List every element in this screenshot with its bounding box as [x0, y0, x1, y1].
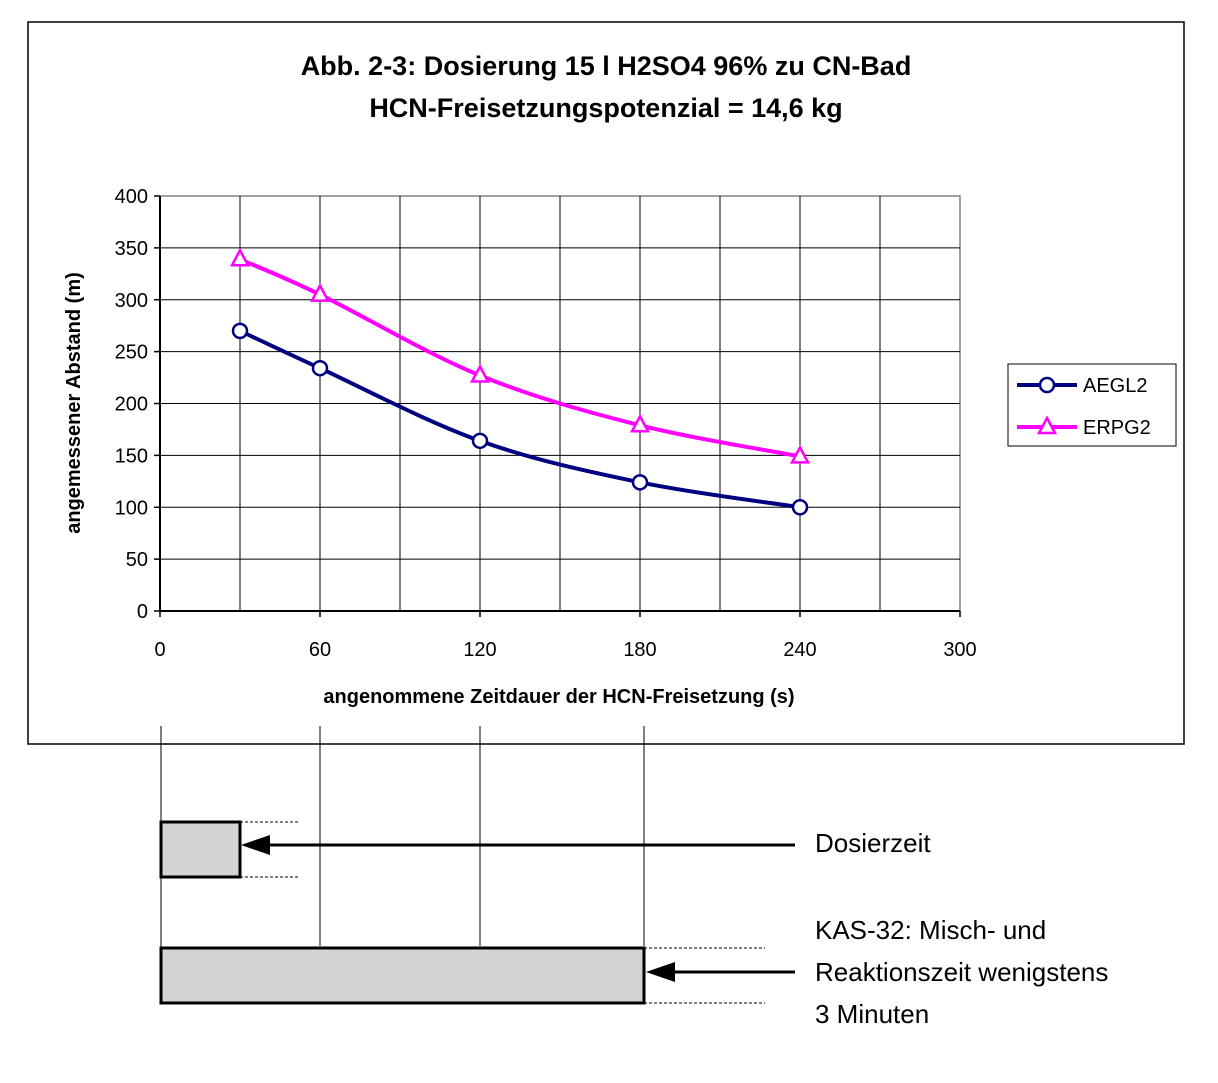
reaction-label-line2: Reaktionszeit wenigstens: [815, 957, 1108, 987]
x-tick-label: 240: [783, 639, 816, 661]
data-point-erpg2: [309, 282, 331, 302]
legend-marker-erpg2: [1036, 415, 1058, 435]
data-point-aegl2: [231, 322, 249, 340]
x-tick-label: 300: [943, 639, 976, 661]
x-axis-label: angenommene Zeitdauer der HCN-Freisetzun…: [323, 686, 794, 708]
x-tick-label: 60: [309, 639, 331, 661]
y-tick-label: 50: [126, 549, 148, 571]
y-tick-label: 350: [115, 238, 148, 260]
y-tick-label: 150: [115, 445, 148, 467]
chart-title: Abb. 2-3: Dosierung 15 l H2SO4 96% zu CN…: [301, 51, 912, 81]
y-tick-label: 100: [115, 497, 148, 519]
chart-subtitle: HCN-Freisetzungspotenzial = 14,6 kg: [369, 93, 842, 123]
data-point-aegl2: [631, 474, 649, 491]
data-point-aegl2: [471, 432, 489, 450]
dosing-arrow-head: [241, 835, 270, 855]
data-point-erpg2: [789, 444, 811, 464]
y-tick-label: 0: [137, 601, 148, 623]
dosing-label: Dosierzeit: [815, 828, 931, 858]
data-point-erpg2: [629, 413, 651, 433]
reaction-label-line3: 3 Minuten: [815, 999, 929, 1029]
data-point-erpg2: [469, 363, 491, 383]
x-tick-label: 0: [154, 639, 165, 661]
x-tick-labels: 0 60 120 180 240 300: [154, 639, 976, 661]
y-tick-label: 200: [115, 394, 148, 416]
time-diagram: Dosierzeit KAS-32: Misch- und Reaktionsz…: [159, 726, 1108, 1029]
legend-box: [1007, 363, 1177, 447]
y-tick-labels: 0 50 100 150 200 250 300 350 400: [115, 186, 148, 623]
y-tick-label: 250: [115, 342, 148, 364]
legend: AEGL2 ERPG2: [1007, 363, 1177, 447]
series-group: [229, 247, 811, 516]
x-tick-label: 120: [463, 639, 496, 661]
reaction-label-line1: KAS-32: Misch- und: [815, 915, 1046, 945]
grid-lines: [160, 196, 960, 611]
legend-label-aegl2: AEGL2: [1083, 375, 1147, 397]
axes: [154, 195, 961, 617]
reaction-arrow-head: [646, 962, 675, 982]
dosing-time-bar: [159, 820, 242, 879]
data-point-aegl2: [311, 359, 329, 377]
data-point-erpg2: [229, 247, 251, 267]
x-tick-label: 180: [623, 639, 656, 661]
data-point-aegl2: [791, 499, 809, 516]
legend-marker-aegl2: [1038, 376, 1056, 394]
legend-label-erpg2: ERPG2: [1083, 417, 1151, 439]
y-tick-label: 400: [115, 186, 148, 208]
y-tick-label: 300: [115, 290, 148, 312]
y-axis-label: angemessener Abstand (m): [63, 272, 85, 534]
reaction-time-bar: [159, 946, 646, 1005]
